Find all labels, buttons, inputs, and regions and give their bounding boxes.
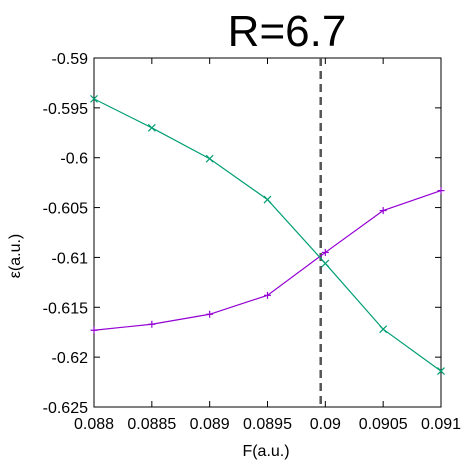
plot-frame: [94, 58, 441, 407]
series-2-point: [322, 260, 329, 267]
series-2-line: [94, 99, 441, 371]
y-axis-label: ε(a.u.): [7, 234, 24, 278]
y-tick-label: -0.595: [43, 101, 88, 118]
x-tick-label: 0.091: [421, 416, 461, 433]
series-1-line: [94, 191, 441, 331]
x-tick-label: 0.0895: [243, 416, 292, 433]
series-2-point: [206, 155, 213, 162]
series-2-point: [380, 326, 387, 333]
y-tick-label: -0.605: [43, 201, 88, 218]
x-tick-label: 0.088: [74, 416, 114, 433]
x-tick-label: 0.0885: [127, 416, 176, 433]
x-tick-label: 0.09: [310, 416, 341, 433]
x-tick-label: 0.0905: [359, 416, 408, 433]
x-tick-label: 0.089: [190, 416, 230, 433]
y-tick-label: -0.6: [60, 151, 88, 168]
series-1-point: [91, 327, 98, 334]
series-1-point: [438, 187, 445, 194]
y-tick-label: -0.625: [43, 400, 88, 417]
plot-area: 0.088 0.0885 0.089 0.0895 0.09 0.0905 0.091 -0.…: [43, 51, 461, 433]
y-tick-label: -0.62: [52, 350, 89, 367]
chart-title: R=6.7: [228, 7, 347, 56]
y-tick-label: -0.615: [43, 300, 88, 317]
series-2-point: [264, 196, 271, 203]
y-tick-label: -0.59: [52, 51, 89, 68]
series-2-point: [148, 124, 155, 131]
x-axis-label: F(a.u.): [242, 443, 289, 460]
series-1-point: [148, 321, 155, 328]
series-1-point: [206, 311, 213, 318]
y-tick-label: -0.61: [52, 250, 89, 267]
